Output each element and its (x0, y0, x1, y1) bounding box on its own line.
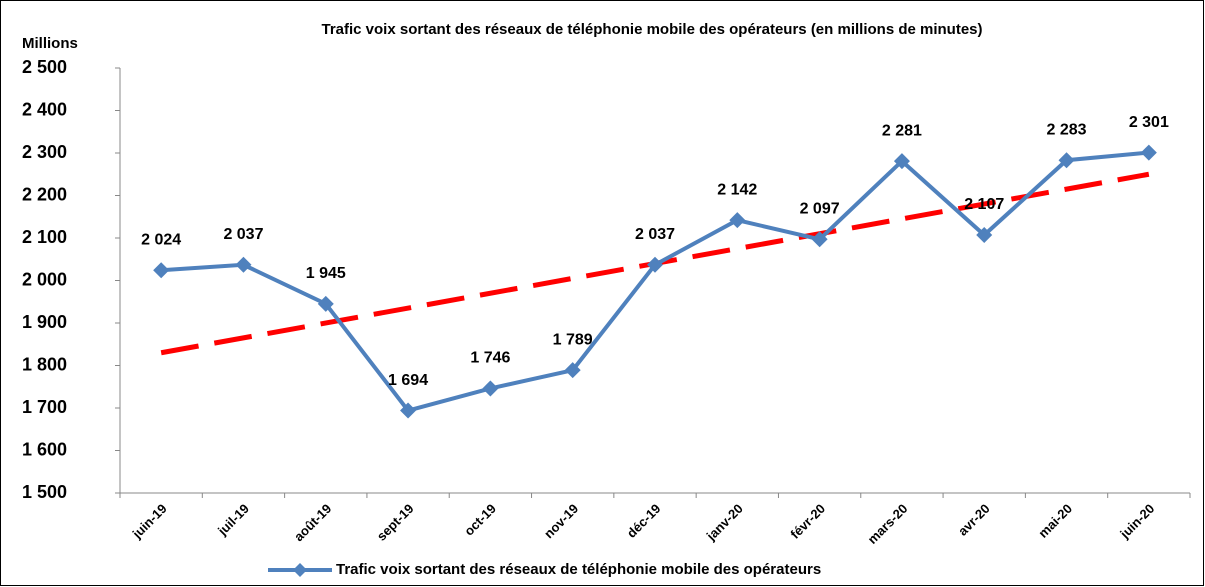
y-tick-label: 1 500 (22, 482, 67, 502)
marker (153, 262, 170, 279)
y-tick-label: 2 100 (22, 227, 67, 247)
data-label: 2 281 (882, 122, 922, 139)
data-label: 2 283 (1047, 121, 1087, 138)
y-tick-label: 2 200 (22, 184, 67, 204)
marker (564, 362, 581, 379)
marker (235, 256, 252, 273)
marker (482, 380, 499, 397)
y-tick-label: 1 900 (22, 312, 67, 332)
y-tick-label: 2 500 (22, 57, 67, 77)
data-label: 2 097 (800, 200, 840, 217)
y-axis-label: Millions (22, 35, 78, 52)
marker (317, 295, 334, 312)
y-tick-label: 2 300 (22, 142, 67, 162)
marker (1140, 144, 1157, 161)
y-tick-label: 2 400 (22, 99, 67, 119)
data-label: 2 024 (141, 232, 181, 249)
data-label: 2 107 (964, 196, 1004, 213)
data-label: 1 746 (470, 350, 510, 367)
chart-title: Trafic voix sortant des réseaux de télép… (321, 21, 982, 38)
marker (811, 231, 828, 248)
y-tick-label: 1 800 (22, 354, 67, 374)
legend-marker (293, 563, 307, 577)
marker (893, 153, 910, 170)
data-label: 1 694 (388, 372, 428, 389)
marker (729, 212, 746, 229)
data-label: 2 142 (717, 181, 757, 198)
data-label: 1 789 (553, 331, 593, 348)
data-label: 1 945 (306, 265, 346, 282)
data-label: 2 037 (635, 226, 675, 243)
data-label: 2 037 (223, 226, 263, 243)
marker (976, 227, 993, 244)
marker (1058, 152, 1075, 169)
y-tick-label: 1 600 (22, 439, 67, 459)
y-tick-label: 2 000 (22, 269, 67, 289)
y-tick-label: 1 700 (22, 397, 67, 417)
marker (400, 402, 417, 419)
marker (647, 256, 663, 273)
legend-label: Trafic voix sortant des réseaux de télép… (336, 561, 821, 578)
data-label: 2 301 (1129, 114, 1169, 131)
